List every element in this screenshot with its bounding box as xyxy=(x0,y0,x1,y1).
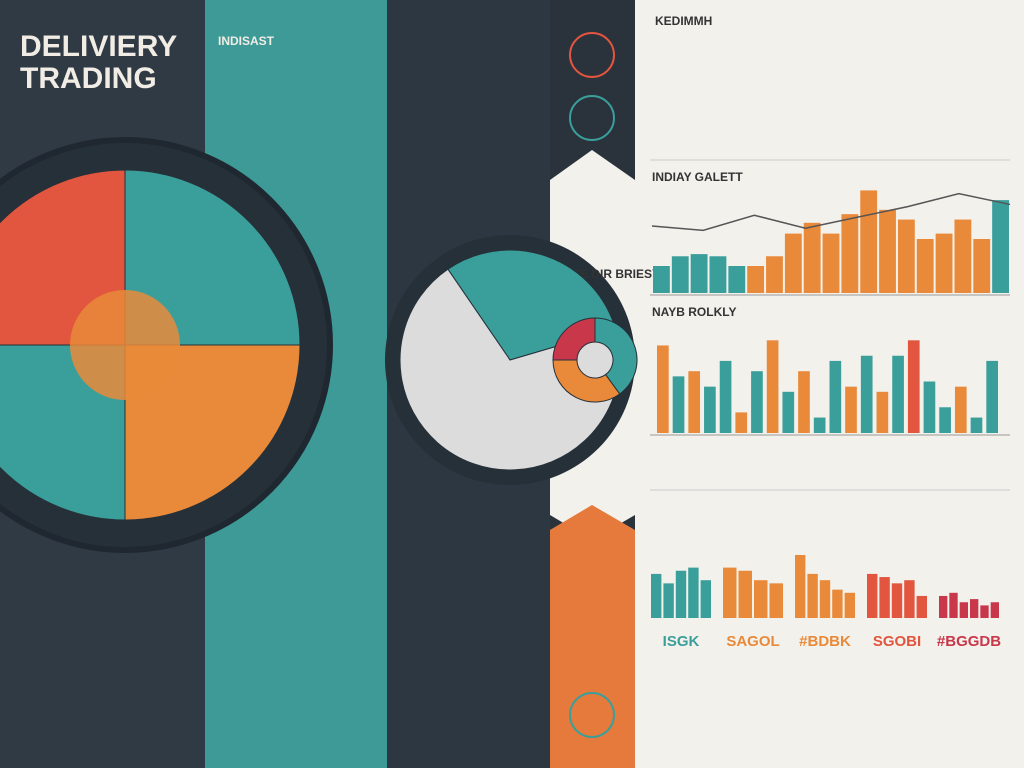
bar xyxy=(822,233,840,293)
panel-title: INDISAST xyxy=(218,34,275,48)
mini-label: SAGOL xyxy=(726,633,779,650)
bar xyxy=(671,256,689,293)
icon-ring xyxy=(569,692,615,738)
bar xyxy=(832,589,843,618)
chart-title: NAYB ROLKLY xyxy=(652,305,736,319)
bar xyxy=(704,386,716,433)
bar xyxy=(738,570,752,618)
bar xyxy=(813,417,826,433)
bar xyxy=(923,381,936,433)
bar xyxy=(986,360,998,433)
mini-label: #BDBK xyxy=(799,633,851,650)
bar xyxy=(657,345,669,433)
bar xyxy=(766,340,779,433)
bar xyxy=(867,573,878,618)
chart-title: INDIAY GALETT xyxy=(652,170,743,184)
bar xyxy=(860,190,878,293)
bar xyxy=(723,567,737,618)
pie-slice xyxy=(124,169,301,346)
title: TRADING xyxy=(20,62,157,95)
pie-slice xyxy=(552,359,621,403)
bar xyxy=(916,595,927,618)
bar xyxy=(970,417,983,433)
panel-title: VICE DIR BRIESY xyxy=(560,267,660,281)
chevron-orange xyxy=(550,505,635,768)
bar xyxy=(700,580,711,618)
bar xyxy=(879,209,896,293)
bar xyxy=(819,580,831,618)
bar xyxy=(916,239,934,293)
bar xyxy=(653,266,670,293)
bar xyxy=(980,605,989,618)
bar xyxy=(990,602,999,618)
bar xyxy=(939,595,948,618)
bar xyxy=(879,577,890,618)
bar xyxy=(782,391,795,433)
icon-ring xyxy=(569,32,615,78)
bar xyxy=(751,371,763,433)
pie-center xyxy=(70,290,180,400)
pie-slice xyxy=(399,268,621,471)
icon-ring xyxy=(569,95,615,141)
bar xyxy=(949,592,958,618)
title: DELIVIERY xyxy=(20,30,177,63)
bar xyxy=(728,266,746,293)
bar xyxy=(829,360,842,433)
bar xyxy=(892,355,904,433)
bar xyxy=(651,573,662,618)
bar xyxy=(973,239,991,293)
bar xyxy=(709,256,727,293)
bar xyxy=(897,219,915,293)
bar xyxy=(663,583,674,618)
bar xyxy=(841,214,859,293)
pie-slice xyxy=(552,317,596,361)
bar xyxy=(735,412,748,433)
bar xyxy=(970,599,979,618)
bar xyxy=(795,555,806,618)
bar xyxy=(891,583,903,618)
bar xyxy=(769,583,783,618)
bar xyxy=(876,391,889,433)
bar xyxy=(954,386,967,433)
bar xyxy=(675,570,687,618)
mini-label: ISGK xyxy=(663,633,700,650)
bar xyxy=(754,580,768,618)
bar xyxy=(904,580,915,618)
bar xyxy=(766,256,783,293)
panel-title: KEDIMMH xyxy=(655,14,712,28)
bar xyxy=(784,233,802,293)
bar xyxy=(798,371,810,433)
bar xyxy=(860,355,873,433)
bar xyxy=(688,567,699,618)
bar xyxy=(845,386,857,433)
pie-slice xyxy=(124,344,301,521)
bar xyxy=(954,219,972,293)
bar xyxy=(907,340,920,433)
bar xyxy=(807,573,818,618)
bar xyxy=(688,371,701,433)
bar xyxy=(844,592,855,618)
bar xyxy=(719,360,732,433)
mini-label: SGOBI xyxy=(873,633,921,650)
bar xyxy=(690,254,708,293)
line xyxy=(651,192,1011,232)
bar xyxy=(803,222,821,293)
pie-slice xyxy=(594,317,638,395)
bar xyxy=(747,266,765,293)
bar xyxy=(939,407,951,433)
bar xyxy=(992,200,1009,293)
bar xyxy=(672,376,685,433)
bar xyxy=(959,602,968,618)
mini-label: #BGGDB xyxy=(937,633,1001,650)
bar xyxy=(935,233,953,293)
